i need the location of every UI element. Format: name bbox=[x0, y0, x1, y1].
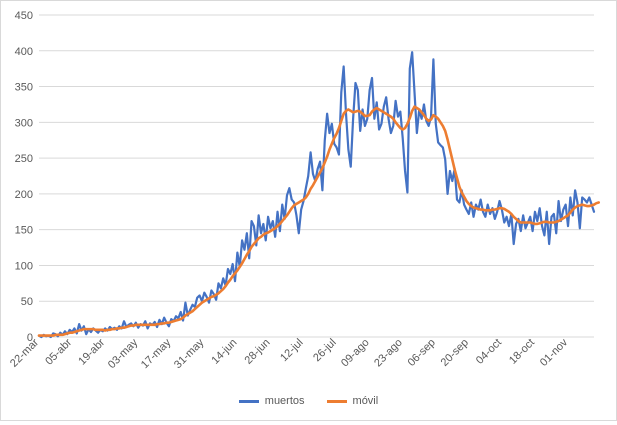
x-tick-label-18-oct: 18-oct bbox=[507, 337, 537, 367]
x-tick-label-14-jun: 14-jun bbox=[209, 337, 239, 367]
x-tick-label-17-may: 17-may bbox=[139, 336, 174, 371]
series-line-muertos bbox=[37, 51, 596, 339]
x-tick-label-26-jul: 26-jul bbox=[311, 337, 339, 365]
y-axis-tick-labels: 0 50 100 150 200 250 300 350 400 450 bbox=[15, 10, 33, 344]
legend: muertos móvil bbox=[1, 395, 616, 407]
x-tick-label-19-abr: 19-abr bbox=[76, 336, 107, 367]
x-tick-label-06-sep: 06-sep bbox=[406, 337, 438, 369]
series-line-movil bbox=[37, 105, 601, 337]
y-tick-label-400: 400 bbox=[15, 46, 33, 58]
y-tick-label-350: 350 bbox=[15, 82, 33, 94]
x-tick-label-05-abr: 05-abr bbox=[43, 336, 74, 367]
y-tick-label-250: 250 bbox=[15, 153, 33, 165]
x-tick-label-12-jul: 12-jul bbox=[278, 337, 306, 365]
y-tick-label-50: 50 bbox=[21, 296, 33, 308]
y-tick-label-0: 0 bbox=[27, 332, 33, 344]
x-tick-label-31-may: 31-may bbox=[172, 336, 207, 371]
legend-item-muertos: muertos bbox=[238, 395, 305, 407]
legend-label-muertos: muertos bbox=[264, 395, 305, 407]
y-tick-label-200: 200 bbox=[15, 189, 33, 201]
legend-swatch-movil bbox=[326, 399, 347, 403]
x-tick-label-20-sep: 20-sep bbox=[439, 337, 471, 369]
legend-swatch-muertos bbox=[238, 399, 259, 403]
legend-item-movil: móvil bbox=[326, 395, 379, 407]
x-tick-label-22-mar: 22-mar bbox=[8, 336, 41, 369]
y-tick-label-150: 150 bbox=[15, 225, 33, 237]
x-tick-label-09-ago: 09-ago bbox=[339, 337, 372, 370]
y-tick-label-450: 450 bbox=[15, 10, 33, 22]
x-tick-label-03-may: 03-may bbox=[106, 336, 141, 371]
x-tick-label-23-ago: 23-ago bbox=[372, 337, 405, 370]
series-lines bbox=[37, 51, 601, 339]
x-tick-label-28-jun: 28-jun bbox=[242, 337, 272, 367]
y-tick-label-300: 300 bbox=[15, 117, 33, 129]
x-tick-label-01-nov: 01-nov bbox=[538, 336, 571, 369]
y-tick-label-100: 100 bbox=[15, 260, 33, 272]
legend-label-movil: móvil bbox=[352, 395, 379, 407]
gridlines bbox=[39, 14, 594, 302]
x-tick-label-04-oct: 04-oct bbox=[474, 337, 504, 367]
